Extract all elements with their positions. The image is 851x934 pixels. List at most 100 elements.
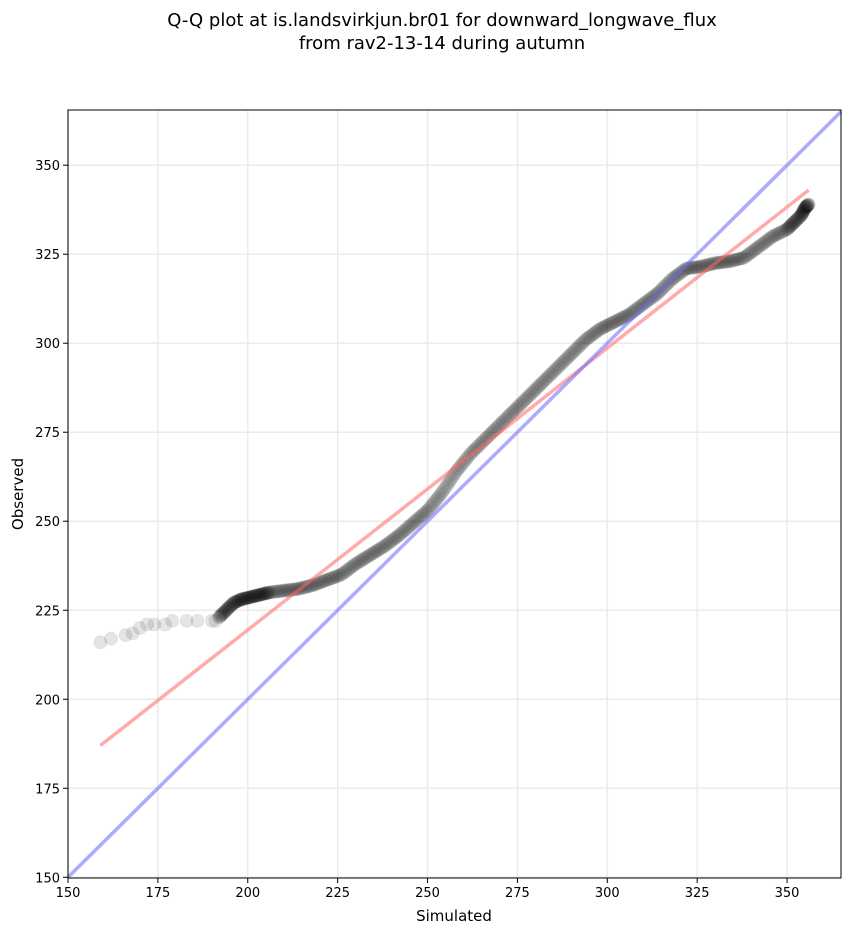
data-points: [93, 197, 816, 650]
data-point: [380, 537, 395, 552]
data-point: [534, 376, 549, 391]
data-point: [790, 212, 805, 227]
data-point: [363, 548, 378, 563]
data-point: [407, 514, 422, 529]
data-point: [332, 568, 347, 583]
data-point: [794, 207, 809, 222]
data-point: [799, 199, 814, 214]
data-point: [759, 233, 774, 248]
data-point: [742, 246, 757, 261]
data-point: [314, 575, 329, 590]
data-point: [241, 590, 256, 605]
data-point: [243, 590, 258, 605]
data-point: [741, 247, 756, 262]
data-point: [780, 222, 795, 237]
data-point: [404, 517, 419, 532]
data-point: [406, 516, 421, 531]
x-tick-label: 350: [775, 886, 800, 901]
data-point: [442, 475, 457, 490]
data-point: [339, 563, 354, 578]
data-point: [335, 566, 350, 581]
data-point: [639, 294, 654, 309]
data-point: [603, 316, 618, 331]
data-point: [388, 530, 403, 545]
data-point: [237, 591, 252, 606]
data-point: [514, 396, 529, 411]
y-tick-label: 350: [35, 159, 60, 174]
data-point: [221, 601, 236, 616]
data-point: [499, 410, 514, 425]
data-point: [417, 506, 432, 521]
data-point: [355, 552, 370, 567]
data-point: [729, 252, 744, 267]
data-point: [357, 551, 372, 566]
data-point: [256, 586, 271, 601]
data-point: [348, 556, 363, 571]
data-point: [516, 393, 531, 408]
data-point: [749, 241, 764, 256]
data-point: [757, 235, 772, 250]
data-point: [637, 295, 652, 310]
data-point: [259, 586, 274, 601]
data-point: [574, 336, 589, 351]
data-point: [341, 562, 356, 577]
data-point: [377, 539, 392, 554]
x-tick-label: 250: [415, 886, 440, 901]
data-point: [387, 531, 402, 546]
data-point: [420, 503, 435, 518]
data-point: [158, 617, 173, 632]
data-point: [528, 382, 543, 397]
data-point: [229, 594, 244, 609]
data-point: [539, 371, 554, 386]
data-point: [239, 591, 254, 606]
data-point: [212, 609, 227, 624]
data-point: [765, 229, 780, 244]
data-point: [260, 585, 275, 600]
data-point: [224, 598, 239, 613]
y-tick-label: 300: [35, 337, 60, 352]
data-point: [731, 252, 746, 267]
data-point: [147, 617, 162, 632]
data-point: [578, 332, 593, 347]
data-point: [390, 529, 405, 544]
data-point: [521, 389, 536, 404]
data-point: [140, 617, 155, 632]
data-point: [204, 613, 219, 628]
data-point: [235, 592, 250, 607]
data-point: [616, 310, 631, 325]
data-point: [755, 236, 770, 251]
data-point: [677, 262, 692, 277]
data-point: [222, 599, 237, 614]
reference-lines: [66, 110, 843, 879]
data-point: [325, 570, 340, 585]
data-point: [679, 261, 694, 276]
data-point: [508, 402, 523, 417]
data-point: [782, 219, 797, 234]
data-point: [240, 590, 255, 605]
data-point: [754, 237, 769, 252]
data-point: [570, 341, 585, 356]
data-point: [519, 391, 534, 406]
data-point: [801, 197, 816, 212]
data-point: [551, 359, 566, 374]
data-point: [768, 227, 783, 242]
data-point: [361, 548, 376, 563]
data-point: [329, 569, 344, 584]
data-point: [367, 545, 382, 560]
data-point: [548, 362, 563, 377]
x-tick-label: 200: [235, 886, 260, 901]
data-point: [391, 528, 406, 543]
data-point: [240, 590, 255, 605]
data-point: [232, 593, 247, 608]
data-point: [506, 403, 521, 418]
data-point: [373, 541, 388, 556]
data-point: [555, 355, 570, 370]
y-tick-label: 275: [35, 426, 60, 441]
data-point: [374, 540, 389, 555]
data-point: [331, 568, 346, 583]
data-point: [354, 553, 369, 568]
data-point: [401, 519, 416, 534]
data-point: [258, 586, 273, 601]
data-point: [238, 591, 253, 606]
data-point: [220, 601, 235, 616]
